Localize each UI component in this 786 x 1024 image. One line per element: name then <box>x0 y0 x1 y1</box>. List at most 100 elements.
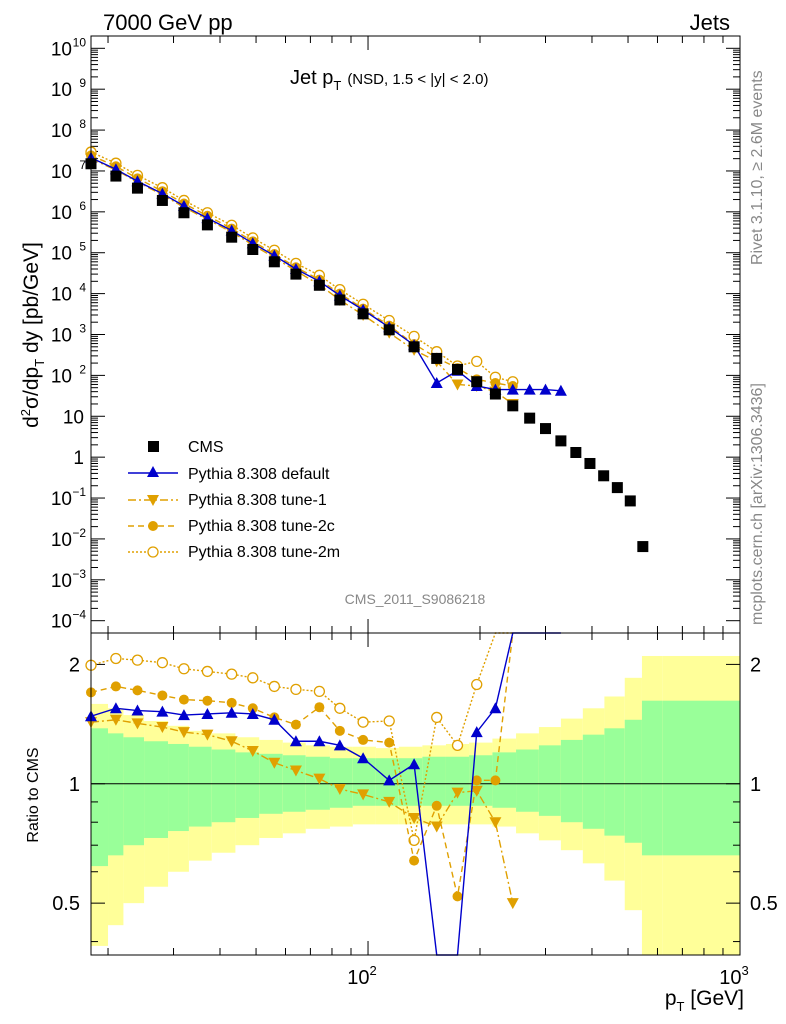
cms-data-point <box>357 308 369 320</box>
ratio-point-default <box>489 702 502 714</box>
cms-data-point <box>178 207 190 219</box>
cms-data-point <box>471 376 483 388</box>
cms-data-point <box>131 182 143 194</box>
ratio-point-tune1 <box>225 736 238 748</box>
ratio-point-default <box>313 735 326 747</box>
ratio-point-default <box>109 702 122 714</box>
ratio-tick-label-left: 1 <box>69 774 80 796</box>
ratio-point-tune1 <box>156 722 169 734</box>
ratio-point-tune2m <box>431 711 443 724</box>
ratio-point-tune2m <box>383 715 395 727</box>
ratio-point-tune2c <box>431 800 442 811</box>
ratio-point-default <box>357 752 370 764</box>
ratio-tick-label-left: 2 <box>69 654 80 676</box>
ratio-point-tune2c <box>471 775 482 786</box>
ratio-point-tune2c <box>202 695 213 706</box>
legend-marker-default <box>147 466 159 477</box>
band-inner-bin <box>352 758 376 806</box>
legend-label-cms: CMS <box>188 439 224 456</box>
ratio-point-tune2m <box>313 685 326 698</box>
ratio-bands <box>91 655 740 955</box>
ratio-point-tune2m <box>110 652 122 665</box>
axes-ticks <box>91 35 741 955</box>
band-inner-bin <box>662 700 740 856</box>
band-inner-bin <box>422 756 446 806</box>
y-tick-label: 10−2 <box>51 526 86 551</box>
cms-data-point <box>555 435 567 447</box>
band-inner-bin <box>492 752 517 808</box>
header-right: Jets <box>690 10 730 35</box>
ratio-point-tune1 <box>333 784 346 796</box>
band-inner-bin <box>168 743 189 832</box>
rivet-label: Rivet 3.1.10, ≥ 2.6M events <box>749 70 766 265</box>
y-tick-label: 10 6 <box>51 199 86 224</box>
ratio-tick-label-left: 0.5 <box>52 893 80 915</box>
ratio-point-tune2m <box>226 668 238 680</box>
y-tick-label: 10 3 <box>51 322 86 347</box>
band-inner-bin <box>445 756 470 806</box>
y-tick-label: 10−4 <box>51 608 86 633</box>
cms-data-point <box>584 457 596 469</box>
ratio-point-tune1 <box>451 787 464 799</box>
band-inner-bin <box>144 741 169 838</box>
band-inner-bin <box>91 728 109 867</box>
band-inner-bin <box>211 749 236 823</box>
ratio-point-tune2m <box>268 680 281 693</box>
ratio-point-default <box>470 726 483 738</box>
ratio-point-tune2m <box>156 657 169 669</box>
ratio-point-tune2c <box>334 725 345 736</box>
band-inner-bin <box>624 719 642 843</box>
cms-data-point <box>431 352 443 364</box>
y-tick-label: 1 <box>73 448 84 469</box>
ratio-point-default <box>225 706 238 718</box>
ratio-point-tune2m <box>247 672 259 684</box>
legend-marker-cms <box>148 441 159 452</box>
cms-data-point <box>570 446 582 458</box>
plot-title-sub: T <box>333 78 341 93</box>
y-tick-label: 10−3 <box>51 567 86 592</box>
legend-label-tune2c: Pythia 8.308 tune-2c <box>188 518 335 535</box>
legend-marker-tune2c <box>148 521 158 531</box>
ratio-point-tune1 <box>313 773 326 785</box>
plot-title-main: Jet p <box>290 67 333 89</box>
ratio-point-default <box>177 709 190 721</box>
cms-data-point <box>156 194 168 206</box>
cms-data-point <box>201 219 213 231</box>
ratio-point-tune2m <box>290 683 302 696</box>
y-tick-label: 10 5 <box>51 240 86 265</box>
ratio-point-tune1 <box>109 714 122 726</box>
band-inner-bin <box>108 733 124 856</box>
ratio-point-tune1 <box>246 745 259 757</box>
series-point-default <box>554 384 567 396</box>
ratio-point-tune1 <box>177 727 190 739</box>
y-tick-label: 10−1 <box>51 485 86 510</box>
cms-data-layer <box>85 158 649 553</box>
cms-data-point <box>226 231 238 243</box>
ratio-panel-frame <box>90 632 741 956</box>
ratio-point-tune2c <box>110 681 121 692</box>
cms-data-point <box>268 256 280 268</box>
ratio-point-tune2m <box>178 663 190 675</box>
ratio-point-tune1 <box>489 817 502 829</box>
ratio-point-tune2m <box>451 739 464 751</box>
ratio-point-tune2c <box>314 702 325 713</box>
ratio-point-tune1 <box>430 821 443 833</box>
ratio-point-default <box>131 704 144 716</box>
ratio-point-default <box>156 705 169 717</box>
ratio-y-label: Ratio to CMS <box>25 747 42 842</box>
y-tick-label: 10 7 <box>51 158 86 183</box>
plot-title: Jet pT (NSD, 1.5 < |y| < 2.0) <box>290 67 489 93</box>
ratio-line-tune2c <box>90 632 514 897</box>
band-inner-bin <box>582 734 605 829</box>
series-point-default <box>506 383 519 395</box>
band-inner-bin <box>560 739 583 823</box>
cms-data-point <box>383 324 395 336</box>
legend-item-tune1: Pythia 8.308 tune-1 <box>128 492 327 509</box>
cms-data-point <box>524 412 536 424</box>
analysis-tag: CMS_2011_S9086218 <box>345 591 486 607</box>
ratio-point-tune2c <box>178 694 189 705</box>
ratio-point-tune1 <box>506 898 519 910</box>
header-left: 7000 GeV pp <box>103 10 233 35</box>
ratio-point-tune2m <box>201 665 214 678</box>
